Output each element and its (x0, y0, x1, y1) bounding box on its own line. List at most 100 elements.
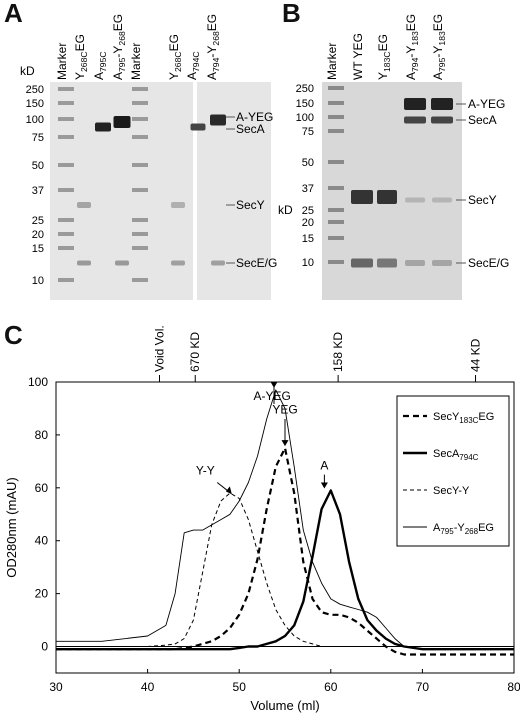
marker-label: 20 (302, 217, 314, 229)
gel-band (405, 197, 425, 203)
legend-box (396, 395, 510, 547)
top-marker-label: 158 KD (331, 332, 345, 372)
arrow-head (320, 482, 328, 489)
series-line (56, 489, 514, 651)
x-axis-label: Volume (ml) (250, 698, 319, 713)
gel-band (77, 202, 91, 208)
band-label: A-YEG (236, 110, 273, 124)
y-tick-label: 80 (35, 428, 49, 442)
lane-label: Y183CEG (376, 34, 392, 80)
marker-label: 15 (302, 233, 314, 245)
marker-band (58, 87, 74, 91)
x-tick-label: 60 (324, 680, 338, 694)
marker-label: 50 (32, 160, 44, 172)
y-tick-label: 60 (35, 481, 49, 495)
kd-label: kD (278, 203, 293, 217)
panel-b-label: B (282, 0, 301, 28)
gel-band (431, 98, 453, 110)
arrow-head (270, 381, 278, 388)
marker-band (132, 232, 148, 236)
gel-a-right-bg (197, 82, 271, 300)
y-tick-label: 20 (35, 587, 49, 601)
x-tick-label: 40 (141, 680, 155, 694)
plot-frame (55, 381, 515, 674)
x-tick-label: 50 (233, 680, 247, 694)
panel-c-chart: 30 40 50 60 70 80 0 20 40 60 80 100 Volume (ml) OD280… (4, 325, 520, 713)
marker-band (132, 135, 148, 139)
gel-band (171, 202, 185, 208)
panel-c-label: C (4, 320, 23, 350)
marker-label: 250 (296, 83, 314, 95)
marker-band (328, 236, 344, 240)
marker-band (132, 163, 148, 167)
peak-label: Y-Y (196, 464, 215, 478)
marker-band (58, 188, 74, 192)
series-line (56, 492, 514, 647)
arrow-head (281, 440, 289, 447)
marker-band (132, 218, 148, 222)
marker-label: 100 (296, 112, 314, 124)
band-label: A-YEG (468, 97, 505, 111)
lane-label: A795C (92, 51, 108, 80)
gel-band (190, 123, 206, 131)
marker-label: 20 (32, 229, 44, 241)
top-marker-label: 44 KD (469, 338, 483, 372)
marker-band (58, 135, 74, 139)
peak-label: A (320, 458, 328, 472)
marker-label: 10 (32, 275, 44, 287)
y-tick-label: 0 (41, 640, 48, 654)
marker-label: 50 (302, 157, 314, 169)
marker-band (328, 220, 344, 224)
marker-band (132, 278, 148, 282)
gel-band (351, 190, 373, 204)
band-label: SecE/G (468, 256, 509, 270)
marker-label: 75 (32, 132, 44, 144)
panel-a: A kD 250 150 100 75 50 37 25 20 15 10 Marker Y268CEG… (0, 0, 290, 305)
band-label: SecA (236, 122, 265, 136)
marker-band (328, 86, 344, 90)
marker-band (132, 117, 148, 121)
gel-band (115, 260, 129, 266)
lane-label: Y268CEG (167, 34, 183, 80)
marker-label: 100 (26, 114, 44, 126)
gel-band (432, 260, 452, 266)
gel-band (77, 260, 91, 266)
x-tick-label: 70 (416, 680, 430, 694)
lane-label: A794-Y268EG (205, 14, 221, 80)
y-tick-label: 100 (28, 375, 48, 389)
top-marker-label: Void Vol. (153, 325, 167, 372)
marker-band (328, 115, 344, 119)
gel-band (95, 122, 111, 132)
gel-band (211, 260, 225, 266)
legend-label: SecA794C (433, 448, 479, 462)
gel-band (405, 260, 425, 266)
x-tick-label: 80 (507, 680, 520, 694)
marker-band (328, 208, 344, 212)
marker-label: 25 (32, 215, 44, 227)
legend-label: SecY183CEG (433, 411, 494, 425)
marker-band (328, 160, 344, 164)
marker-band (328, 129, 344, 133)
arrow-head (225, 486, 232, 495)
marker-band (58, 246, 74, 250)
series-line (56, 389, 514, 650)
marker-band (132, 87, 148, 91)
panel-b: B kD 250 150 100 75 50 37 25 20 15 10 Marker WT YEG Y… (270, 0, 520, 305)
gel-band (113, 116, 131, 128)
lane-label: Marker (129, 43, 143, 80)
panel-a-label: A (4, 0, 23, 28)
marker-band (58, 278, 74, 282)
gel-band (404, 98, 426, 110)
marker-label: 150 (26, 98, 44, 110)
marker-band (328, 260, 344, 264)
marker-band (132, 101, 148, 105)
marker-label: 25 (302, 205, 314, 217)
band-label: SecA (468, 113, 497, 127)
kd-label: kD (20, 64, 35, 78)
gel-band (377, 258, 397, 268)
lane-label: WT YEG (351, 33, 365, 80)
lane-label: Marker (325, 43, 339, 80)
band-label: SecY (236, 198, 265, 212)
marker-band (58, 101, 74, 105)
